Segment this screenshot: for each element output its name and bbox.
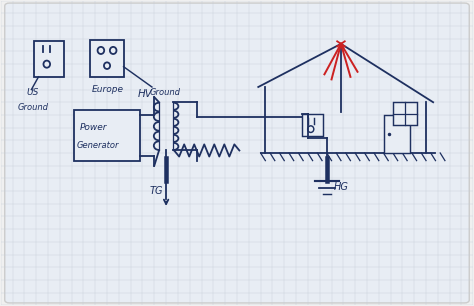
Text: Power: Power bbox=[80, 123, 107, 132]
Bar bbox=[393, 102, 417, 125]
Text: HG: HG bbox=[334, 181, 349, 192]
Text: US: US bbox=[27, 88, 39, 97]
Text: Generator: Generator bbox=[76, 141, 119, 150]
Bar bbox=[383, 115, 410, 153]
Text: Europe: Europe bbox=[91, 85, 123, 94]
Text: TG: TG bbox=[150, 186, 163, 196]
Text: HV: HV bbox=[138, 89, 153, 99]
Text: Ground: Ground bbox=[17, 103, 48, 112]
Bar bbox=[74, 110, 140, 161]
Text: Ground: Ground bbox=[150, 88, 181, 97]
Bar bbox=[302, 114, 323, 136]
Bar bbox=[34, 41, 64, 77]
Bar bbox=[91, 40, 124, 77]
